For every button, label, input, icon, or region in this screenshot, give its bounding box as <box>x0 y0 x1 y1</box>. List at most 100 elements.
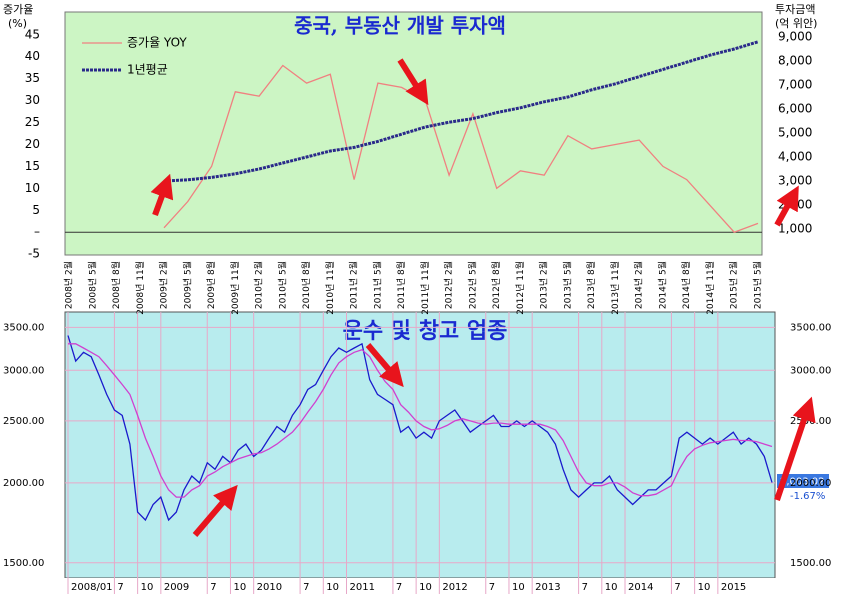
y-tick-label: 30 <box>25 93 40 107</box>
y2-tick-label: 4,000 <box>778 150 812 164</box>
x-axis-strip <box>0 578 846 600</box>
data-line <box>163 40 759 183</box>
y-tick-label: 3500.00 <box>3 322 44 333</box>
x-tick-label: 2014년 2월 <box>633 261 645 309</box>
y-axis-unit: (%) <box>8 17 27 30</box>
plot-area-bottom <box>64 311 776 579</box>
y-tick-label-right: 3000.00 <box>790 365 831 376</box>
x-tick-label: 10 <box>326 582 339 593</box>
x-tick-label: 2013 <box>535 582 560 593</box>
data-line <box>68 343 773 498</box>
x-tick-label: 2008년 5월 <box>86 261 98 309</box>
x-tick-label: 2013년 5월 <box>561 261 573 309</box>
y-axis-label: 증가율 <box>3 3 33 16</box>
x-tick-label: 2014년 11월 <box>704 261 716 315</box>
x-tick-label: 7 <box>396 582 402 593</box>
legend-label: 증가율 YOY <box>127 36 187 50</box>
y-tick-label: 5 <box>32 203 40 217</box>
x-tick-label: 2012년 5월 <box>466 261 478 309</box>
x-tick-label: 2011 <box>350 582 375 593</box>
x-tick-label: 2010년 8월 <box>300 261 312 309</box>
x-tick-label: 2009년 8월 <box>205 261 217 309</box>
y-tick-label: – <box>34 225 40 239</box>
last-value-label: 2,003.02 <box>780 477 825 488</box>
y-tick-label: 40 <box>25 49 40 63</box>
x-tick-label: 7 <box>117 582 123 593</box>
x-tick-label: 2011년 2월 <box>348 261 360 309</box>
y-tick-label: 35 <box>25 71 40 85</box>
arrow <box>774 185 799 227</box>
arrows <box>150 58 816 537</box>
change-label: -1.67% <box>790 491 825 502</box>
x-tick-label: 10 <box>233 582 246 593</box>
x-tick-label: 2009년 2월 <box>158 261 170 309</box>
x-tick-label: 2013년 8월 <box>585 261 597 309</box>
y-tick-label-right: 2500.00 <box>790 416 831 427</box>
y-tick-label: 2500.00 <box>3 416 44 427</box>
chart-title: 중국, 부동산 개발 투자액 <box>294 14 506 38</box>
x-tick-label: 2013년 2월 <box>538 261 550 309</box>
x-tick-label: 2015 <box>721 582 746 593</box>
x-tick-label: 2015년 5월 <box>752 261 764 309</box>
y-tick-label: 1500.00 <box>3 558 44 569</box>
x-tick-label: 2014년 8월 <box>680 261 692 309</box>
y-tick-label: 20 <box>25 137 40 151</box>
y-tick-label-right: 2000.00 <box>790 478 831 489</box>
y2-tick-label: 5,000 <box>778 126 812 140</box>
x-tick-label: 2015년 2월 <box>728 261 740 309</box>
data-line <box>67 335 773 522</box>
arrow <box>365 343 404 388</box>
x-tick-label: 2014년 5월 <box>656 261 668 309</box>
x-tick-label: 2008/01 <box>71 582 113 593</box>
x-tick-label: 2008년 8월 <box>110 261 122 309</box>
x-tick-label: 2010 <box>257 582 282 593</box>
last-value-box <box>777 474 829 488</box>
y2-axis-label: 투자금액 <box>775 3 815 16</box>
y2-tick-label: 6,000 <box>778 102 812 116</box>
x-tick-label: 2012년 8월 <box>490 261 502 309</box>
x-tick-label: 2012년 2월 <box>443 261 455 309</box>
y2-axis-unit: (억 위안) <box>775 17 817 30</box>
x-tick-label: 10 <box>512 582 525 593</box>
y-tick-label: -5 <box>28 247 40 261</box>
y2-tick-label: 8,000 <box>778 54 812 68</box>
y-tick-label: 2000.00 <box>3 478 44 489</box>
chart-title: 운수 및 창고 업종 <box>343 318 508 344</box>
x-tick-label: 2009년 5월 <box>181 261 193 309</box>
x-tick-label: 2013년 11월 <box>609 261 621 315</box>
x-tick-label: 2009 <box>164 582 189 593</box>
arrow <box>774 396 816 501</box>
x-tick-label: 10 <box>419 582 432 593</box>
x-tick-label: 2012 <box>442 582 467 593</box>
y-tick-label: 45 <box>25 27 40 41</box>
arrow <box>150 173 174 217</box>
legend-label: 1년평균 <box>127 63 168 77</box>
x-tick-label: 10 <box>698 582 711 593</box>
arrow <box>397 58 429 106</box>
x-tick-label: 2010년 11월 <box>324 261 336 315</box>
x-tick-label: 2009년 11월 <box>229 261 241 315</box>
y-tick-label-right: 3500.00 <box>790 322 831 333</box>
plots: -5–510152025303540451,0002,0003,0004,000… <box>3 27 831 594</box>
y2-tick-label: 9,000 <box>778 30 812 44</box>
arrow <box>192 484 238 537</box>
x-tick-label: 10 <box>141 582 154 593</box>
y2-tick-label: 3,000 <box>778 174 812 188</box>
x-tick-label: 2012년 11월 <box>514 261 526 315</box>
x-tick-label: 7 <box>674 582 680 593</box>
x-tick-label: 2008년 11월 <box>134 261 146 315</box>
x-tick-label: 7 <box>303 582 309 593</box>
y-tick-label: 10 <box>25 181 40 195</box>
x-tick-label: 2011년 11월 <box>419 261 431 315</box>
x-tick-label: 7 <box>210 582 216 593</box>
y2-tick-label: 7,000 <box>778 78 812 92</box>
y-tick-label: 3000.00 <box>3 365 44 376</box>
y2-tick-label: 1,000 <box>778 222 812 236</box>
x-tick-label: 2014 <box>628 582 653 593</box>
y-tick-label: 25 <box>25 115 40 129</box>
y-tick-label: 15 <box>25 159 40 173</box>
data-line <box>163 64 759 233</box>
y-tick-label-right: 1500.00 <box>790 558 831 569</box>
